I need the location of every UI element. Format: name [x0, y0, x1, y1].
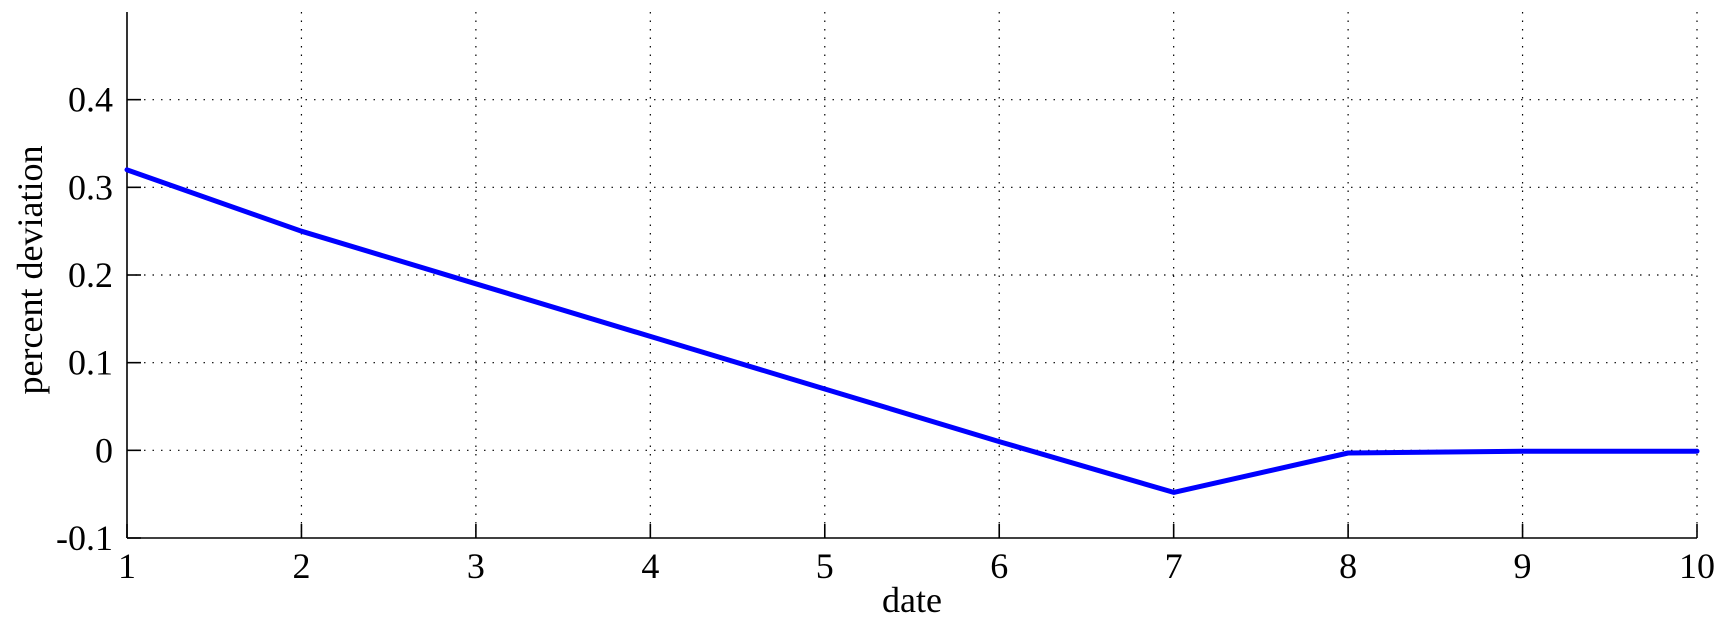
y-tick-label: -0.1 [56, 518, 113, 558]
series-layer [124, 167, 1700, 495]
x-tick-label: 7 [1165, 546, 1183, 586]
y-tick-label: 0.3 [68, 167, 113, 207]
y-tick-label: 0.1 [68, 343, 113, 383]
y-tick-label: 0 [95, 430, 113, 470]
x-tick-label: 5 [816, 546, 834, 586]
x-tick-label: 4 [641, 546, 659, 586]
series-line [124, 167, 1700, 495]
x-tick-label: 8 [1339, 546, 1357, 586]
x-tick-label: 6 [990, 546, 1008, 586]
x-tick-label: 9 [1514, 546, 1532, 586]
x-tick-label: 2 [292, 546, 310, 586]
y-tick-label: 0.2 [68, 255, 113, 295]
tick-labels: 1 2 3 4 5 6 7 8 9 10 -0.1 0 0.1 0.2 0.3 0.4 [56, 80, 1715, 586]
y-tick-label: 0.4 [68, 80, 113, 120]
grid [127, 12, 1698, 538]
axes [126, 12, 1698, 539]
x-axis-label: date [882, 580, 942, 620]
x-tick-label: 10 [1679, 546, 1715, 586]
y-axis-label: percent deviation [10, 146, 50, 395]
x-tick-label: 3 [467, 546, 485, 586]
x-tick-label: 1 [118, 546, 136, 586]
